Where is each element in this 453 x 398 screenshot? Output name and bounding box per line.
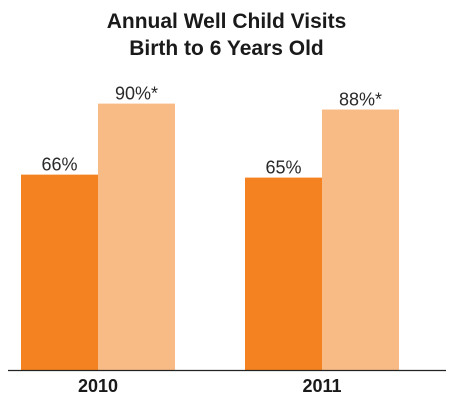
data-label-2011-series-1: 65% bbox=[265, 158, 301, 178]
x-tick-label-2010: 2010 bbox=[78, 376, 118, 396]
bar-2010-series-2 bbox=[98, 103, 175, 370]
bar-2011-series-2 bbox=[322, 109, 399, 371]
bar-2011-series-1 bbox=[245, 177, 322, 370]
x-tick-label-2011: 2011 bbox=[302, 376, 341, 396]
bar-2010-series-1 bbox=[21, 174, 98, 370]
data-label-2011-series-2: 88%* bbox=[339, 90, 382, 110]
data-label-2010-series-2: 90%* bbox=[115, 84, 158, 104]
chart-title-line-2: Birth to 6 Years Old bbox=[129, 37, 324, 60]
data-label-2010-series-1: 66% bbox=[41, 155, 77, 175]
chart-title-line-1: Annual Well Child Visits bbox=[106, 10, 347, 33]
